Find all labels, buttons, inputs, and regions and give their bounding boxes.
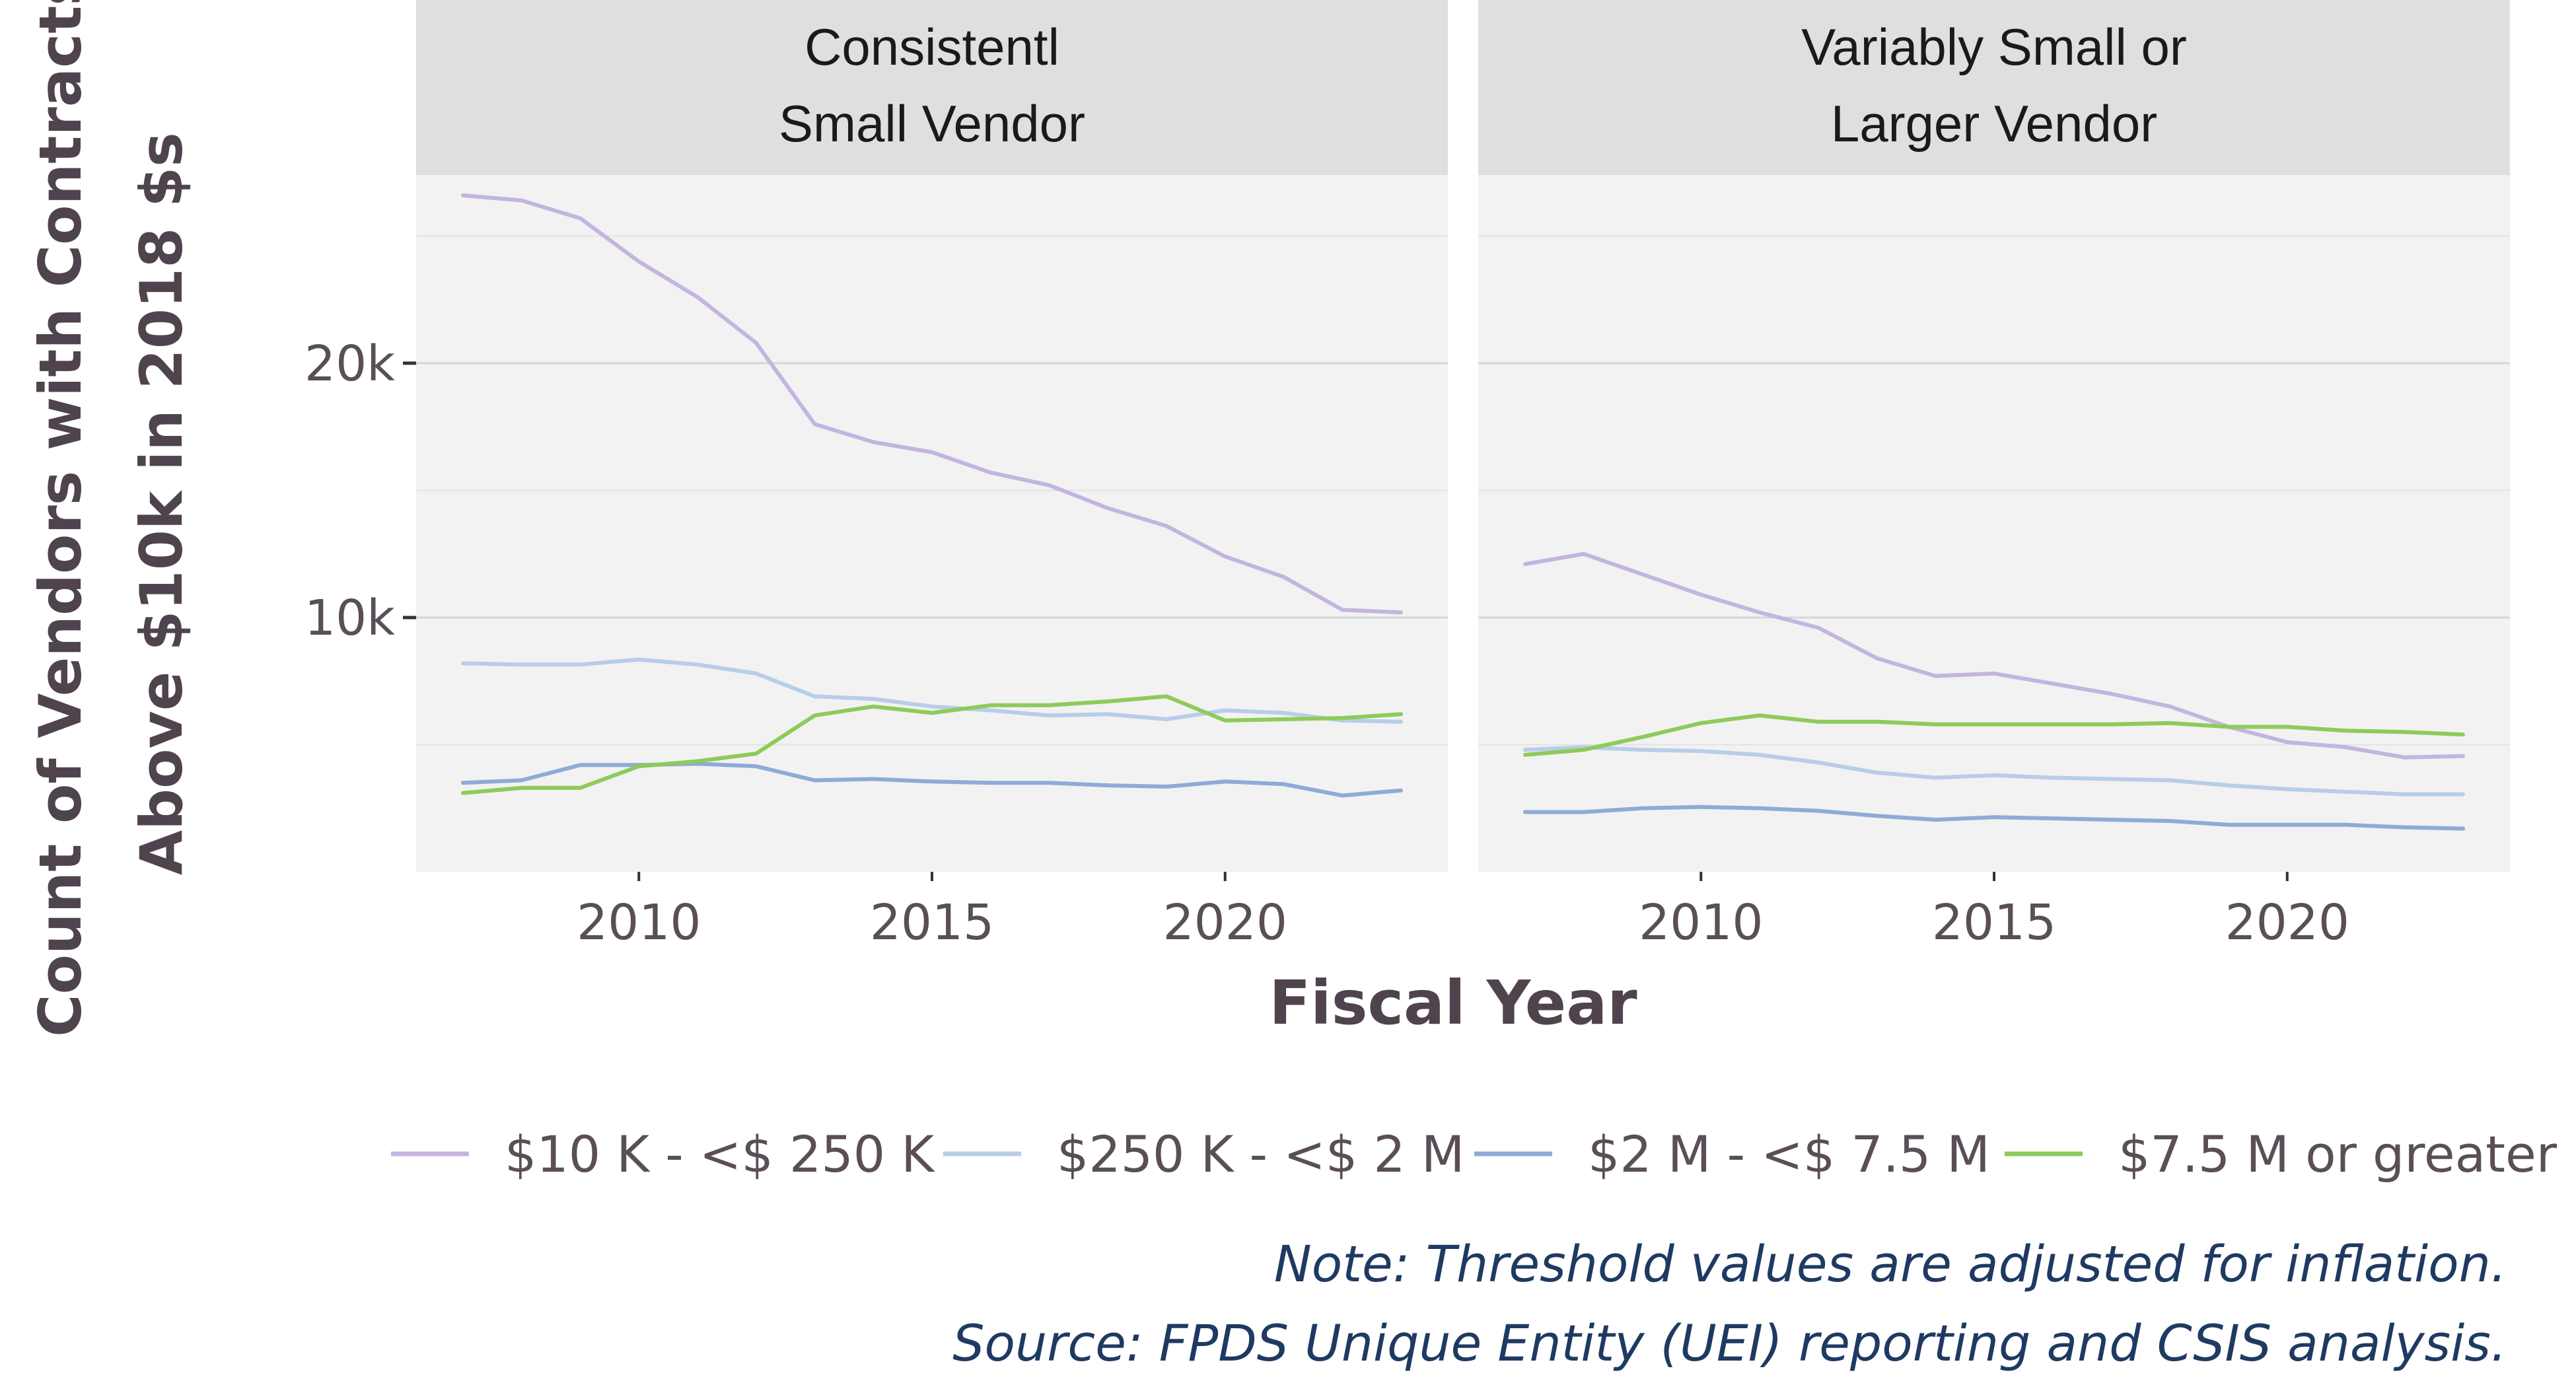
legend-entry: $7.5 M or greater: [2005, 1125, 2558, 1184]
series-line: [1523, 745, 2465, 797]
y-tick-label: 10k: [304, 590, 395, 647]
x-tick-label: 2010: [577, 894, 701, 951]
series-line: [1523, 713, 2465, 757]
facet-panel: Consistentl Small Vendor 2010 2015 2020: [416, 0, 1448, 951]
x-tick-label: 2020: [1163, 894, 1287, 951]
facet-title-line: Consistentl: [805, 18, 1059, 76]
y-tick-label: 20k: [304, 336, 395, 392]
y-axis-title-line-1: Count of Vendors with Contracts: [26, 0, 94, 1037]
series-line: [461, 193, 1403, 615]
facet-panel: Variably Small or Larger Vendor 2010 2015 20…: [1478, 0, 2510, 951]
x-tick-label: 2020: [2225, 894, 2349, 951]
x-axis-title: Fiscal Year: [1269, 968, 1637, 1038]
legend-entry: $2 M - <$ 7.5 M: [1474, 1125, 1990, 1184]
series-line: [461, 762, 1403, 798]
x-tick-label: 2010: [1639, 894, 1763, 951]
legend: $10 K - <$ 250 K $250 K - <$ 2 M $2 M - <$…: [391, 1125, 2558, 1184]
legend-label: $10 K - <$ 250 K: [505, 1125, 935, 1184]
source-text: Source: FPDS Unique Entity (UEI) reporti…: [952, 1314, 2507, 1372]
legend-label: $2 M - <$ 7.5 M: [1588, 1125, 1990, 1184]
facet-strip: [1478, 0, 2510, 175]
x-tick-label: 2015: [870, 894, 994, 951]
legend-entry: $10 K - <$ 250 K: [391, 1125, 935, 1184]
facet-title-line: Larger Vendor: [1831, 94, 2157, 153]
facet-strip: [416, 0, 1448, 175]
legend-label: $7.5 M or greater: [2118, 1125, 2558, 1184]
series-line: [461, 694, 1403, 795]
y-axis-title-line-2: Above $10k in 2018 $s: [127, 132, 196, 875]
note-text: Note: Threshold values are adjusted for …: [1274, 1234, 2507, 1293]
x-tick-label: 2015: [1932, 894, 2056, 951]
legend-label: $250 K - <$ 2 M: [1057, 1125, 1464, 1184]
facet-title-line: Variably Small or: [1801, 18, 2187, 76]
plot-area: [416, 175, 1448, 872]
facet-title-line: Small Vendor: [779, 94, 1085, 153]
legend-entry: $250 K - <$ 2 M: [943, 1125, 1464, 1184]
series-line: [1523, 804, 2465, 831]
series-line: [1523, 551, 2465, 760]
plot-area: [1478, 175, 2510, 872]
series-line: [461, 657, 1403, 724]
